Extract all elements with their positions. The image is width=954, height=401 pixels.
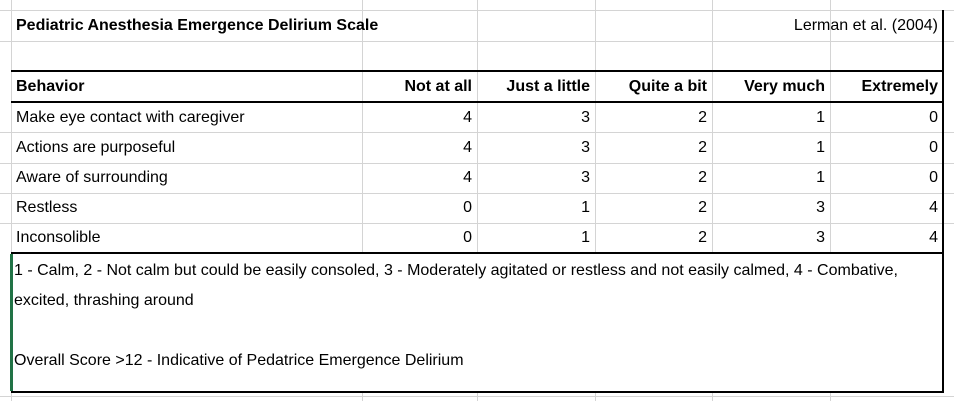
behavior-cell[interactable]: Restless [16, 199, 78, 216]
score-cell[interactable]: 1 [581, 229, 590, 246]
score-cell[interactable]: 2 [698, 199, 707, 216]
score-cell[interactable]: 3 [816, 229, 825, 246]
gridline [0, 163, 954, 164]
behavior-cell[interactable]: Inconsolible [16, 229, 101, 246]
score-cell[interactable]: 2 [698, 139, 707, 156]
border [11, 101, 943, 103]
score-cell[interactable]: 2 [698, 109, 707, 126]
score-cell[interactable]: 3 [581, 139, 590, 156]
score-cell[interactable]: 4 [929, 199, 938, 216]
score-cell[interactable]: 4 [463, 109, 472, 126]
score-cell[interactable]: 2 [698, 229, 707, 246]
citation: Lerman et al. (2004) [793, 17, 938, 34]
behavior-cell[interactable]: Actions are purposeful [16, 139, 176, 156]
header-quite-a-bit: Quite a bit [628, 78, 707, 95]
header-very-much: Very much [744, 78, 825, 95]
merged-note-cell[interactable] [12, 254, 942, 391]
gridline [830, 0, 831, 401]
score-cell[interactable]: 4 [463, 139, 472, 156]
behavior-cell[interactable]: Make eye contact with caregiver [16, 109, 245, 126]
overall-score-note: Overall Score >12 - Indicative of Pedatr… [14, 352, 464, 369]
gridline [0, 10, 954, 11]
header-behavior: Behavior [16, 78, 85, 95]
note: 1 - Calm, 2 - Not calm but could be easi… [14, 256, 939, 376]
score-cell[interactable]: 4 [929, 229, 938, 246]
score-cell[interactable]: 0 [929, 109, 938, 126]
border [11, 391, 943, 393]
score-cell[interactable]: 0 [929, 169, 938, 186]
gridline [11, 0, 12, 401]
behavior-cell[interactable]: Aware of surrounding [16, 169, 168, 186]
border [942, 10, 944, 393]
score-cell[interactable]: 1 [581, 199, 590, 216]
gridline [0, 193, 954, 194]
gridline [0, 41, 954, 42]
score-cell[interactable]: 3 [816, 199, 825, 216]
score-cell[interactable]: 1 [816, 139, 825, 156]
score-cell[interactable]: 1 [816, 109, 825, 126]
score-cell[interactable]: 0 [463, 229, 472, 246]
gridline [0, 396, 954, 397]
score-cell[interactable]: 0 [929, 139, 938, 156]
border [11, 70, 943, 72]
score-cell[interactable]: 3 [581, 169, 590, 186]
selection-indicator [10, 254, 13, 391]
header-extremely: Extremely [861, 78, 939, 95]
score-cell[interactable]: 0 [463, 199, 472, 216]
header-not-at-all: Not at all [404, 78, 472, 95]
border [11, 252, 943, 254]
score-cell[interactable]: 4 [463, 169, 472, 186]
gridline [477, 0, 478, 401]
header-just-a-little: Just a little [506, 78, 590, 95]
gridline [0, 223, 954, 224]
score-cell[interactable]: 2 [698, 169, 707, 186]
score-cell[interactable]: 3 [581, 109, 590, 126]
gridline [595, 0, 596, 401]
score-cell[interactable]: 1 [816, 169, 825, 186]
sheet-title: Pediatric Anesthesia Emergence Delirium … [16, 17, 379, 34]
gridline [0, 132, 954, 133]
gridline [712, 0, 713, 401]
score-legend: 1 - Calm, 2 - Not calm but could be easi… [14, 262, 898, 309]
gridline [362, 0, 363, 401]
